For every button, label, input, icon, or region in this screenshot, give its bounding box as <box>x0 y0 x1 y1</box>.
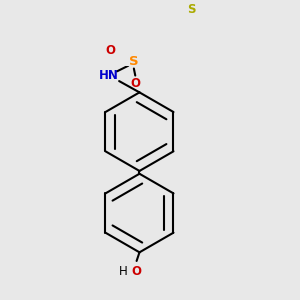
Text: S: S <box>129 55 139 68</box>
Text: O: O <box>132 266 142 278</box>
Text: HN: HN <box>99 69 118 82</box>
Text: S: S <box>187 3 195 16</box>
Text: O: O <box>105 44 115 57</box>
Text: O: O <box>130 77 140 91</box>
Text: H: H <box>119 266 128 278</box>
